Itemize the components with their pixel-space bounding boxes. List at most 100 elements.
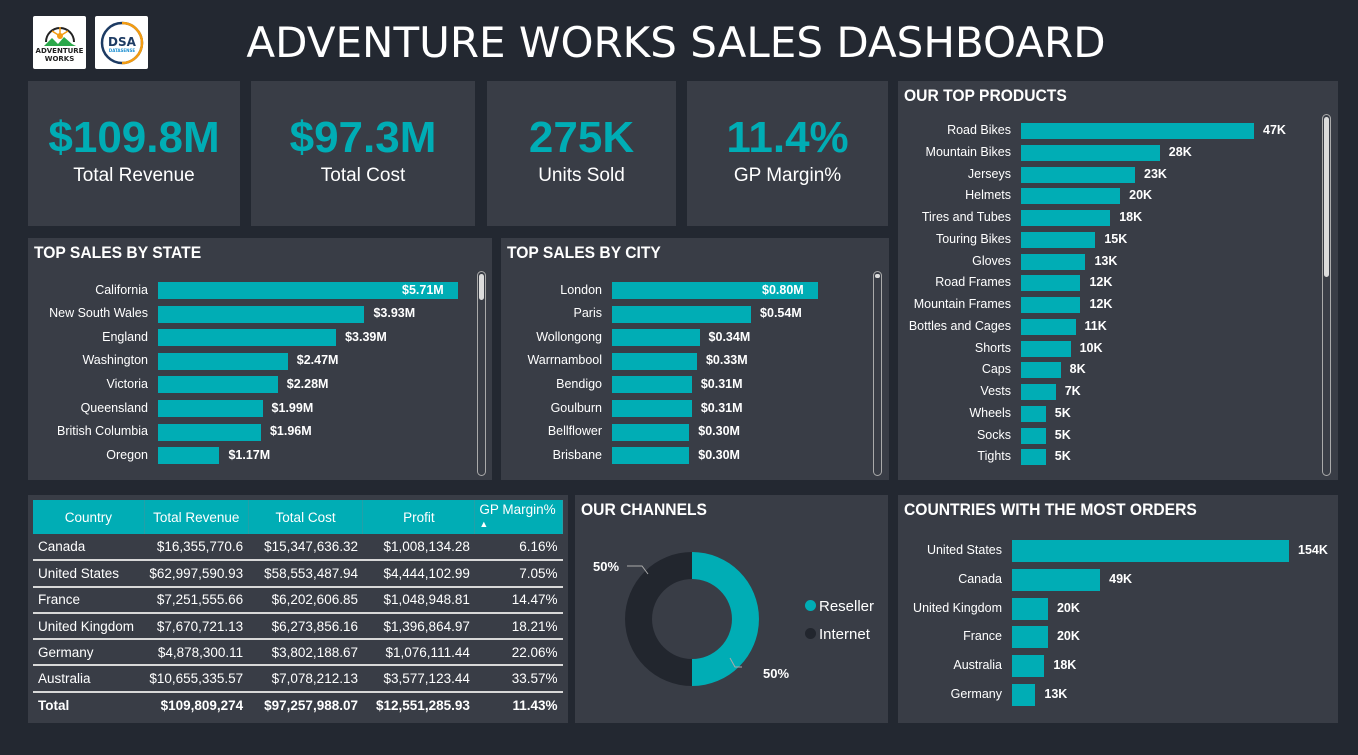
bar[interactable] [1021, 405, 1046, 422]
top-products-panel: OUR TOP PRODUCTS Road Bikes 47K Mountain B… [898, 81, 1338, 480]
top-sales-by-city-panel: TOP SALES BY CITY London $0.80M Paris $0.54… [501, 238, 889, 480]
column-header[interactable]: Profit [362, 500, 476, 534]
bar[interactable] [1021, 297, 1081, 313]
table-cell: $7,251,555.66 [144, 586, 249, 614]
donut-slice-reseller[interactable] [692, 552, 759, 686]
dashboard-title: ADVENTURE WORKS SALES DASHBOARD [246, 18, 1106, 67]
bar[interactable] [1021, 123, 1254, 139]
table-cell: 7.05% [474, 560, 563, 588]
bar-label: Road Bikes [947, 123, 1011, 137]
bar-label: New South Wales [49, 306, 148, 321]
bar[interactable] [1012, 626, 1048, 649]
leader-line [729, 657, 742, 668]
bar[interactable] [1021, 188, 1121, 205]
bar-value-label: $3.39M [345, 329, 387, 344]
bar[interactable] [1012, 655, 1045, 678]
bar-label: Tights [977, 449, 1011, 464]
bar-label: Tires and Tubes [921, 210, 1011, 224]
column-header[interactable]: GP Margin% ▲ [474, 500, 563, 534]
table-cell: 22.06% [474, 639, 563, 667]
table-cell: $6,202,606.85 [248, 586, 363, 614]
table-cell: $10,655,335.57 [144, 665, 249, 693]
bar[interactable] [1021, 210, 1111, 226]
bar-value-label: 154K [1298, 543, 1328, 557]
bar-label: Canada [958, 571, 1002, 586]
bar-label: Jerseys [967, 166, 1011, 181]
bar[interactable] [612, 305, 752, 323]
bar-label: Touring Bikes [935, 231, 1011, 246]
column-header[interactable]: Total Cost [248, 500, 364, 534]
bar[interactable] [158, 329, 337, 347]
bar[interactable] [612, 423, 690, 441]
bar-label: Washington [82, 353, 148, 368]
column-header[interactable]: Total Revenue [144, 500, 249, 534]
bar[interactable] [158, 305, 365, 323]
bar[interactable] [1021, 427, 1046, 444]
table-cell: $58,553,487.94 [248, 560, 363, 588]
bar-label: London [560, 282, 602, 297]
bar[interactable] [158, 282, 458, 299]
bar[interactable] [1021, 144, 1160, 161]
bar-value-label: 28K [1168, 144, 1192, 159]
bar[interactable] [158, 400, 263, 417]
bar-label: Australia [953, 658, 1002, 673]
adventure-works-logo: ADVENTURE WORKS [33, 16, 86, 69]
bar[interactable] [612, 282, 818, 299]
bar[interactable] [1021, 340, 1071, 357]
scrollbar[interactable] [873, 271, 882, 476]
table-cell: Australia [33, 665, 145, 693]
bar-label: Goulburn [550, 400, 602, 415]
bar-value-label: $0.34M [708, 329, 751, 344]
legend-item-reseller[interactable]: Reseller [805, 598, 874, 615]
bar[interactable] [158, 376, 278, 394]
channels-donut-chart [625, 552, 759, 686]
bar-value-label: 7K [1064, 384, 1081, 398]
bar[interactable] [1021, 253, 1086, 270]
table-cell: $3,802,188.67 [248, 639, 363, 667]
bar-value-label: $0.80M [762, 282, 804, 297]
table-cell: $1,396,864.97 [362, 612, 475, 641]
bar[interactable] [1012, 540, 1289, 562]
bar[interactable] [1012, 568, 1101, 591]
datasense-logo: DSA DATASENSE [95, 16, 148, 69]
bar-value-label: $0.30M [698, 447, 740, 462]
column-header-label: Country [64, 509, 113, 525]
bar[interactable] [612, 400, 692, 417]
table-row: France $7,251,555.66 $6,202,606.85 $1,048,9… [33, 586, 563, 614]
kpi-value: 275K [528, 112, 635, 162]
bar[interactable] [1012, 597, 1048, 620]
bar-value-label: 18K [1053, 658, 1077, 673]
bar[interactable] [612, 352, 697, 370]
bar[interactable] [1021, 231, 1096, 248]
donut-label-reseller: 50% [763, 666, 790, 681]
bar[interactable] [1021, 384, 1056, 400]
panel-title: OUR CHANNELS [581, 500, 707, 519]
kpi-label: Units Sold [538, 164, 625, 186]
donut-slice-internet[interactable] [625, 552, 692, 686]
bar[interactable] [612, 329, 700, 347]
bar[interactable] [158, 447, 220, 465]
bar[interactable] [612, 447, 690, 465]
bar[interactable] [1021, 449, 1046, 466]
bar-label: Brisbane [552, 447, 602, 462]
column-header[interactable]: Country [33, 500, 145, 534]
bar[interactable] [612, 376, 692, 394]
bar[interactable] [1021, 362, 1061, 379]
table-row: Canada $16,355,770.6 $15,347,636.32 $1,008,… [33, 534, 563, 562]
scrollbar[interactable] [477, 271, 486, 476]
table-row: United States $62,997,590.93 $58,553,487.9… [33, 560, 563, 588]
table-cell: $109,809,274 [160, 697, 244, 713]
bar[interactable] [1021, 166, 1136, 183]
legend-item-internet[interactable]: Internet [805, 626, 870, 643]
table-cell: 11.43% [512, 697, 558, 713]
bar[interactable] [158, 352, 288, 370]
scrollbar[interactable] [1322, 114, 1331, 476]
bar-value-label: 49K [1109, 571, 1133, 586]
table-cell: 6.16% [474, 534, 563, 562]
bar[interactable] [1021, 318, 1076, 335]
bar[interactable] [158, 423, 261, 441]
bar[interactable] [1012, 684, 1036, 706]
bar-value-label: 5K [1054, 405, 1071, 420]
bar[interactable] [1021, 275, 1081, 292]
bar-label: British Columbia [56, 424, 148, 439]
